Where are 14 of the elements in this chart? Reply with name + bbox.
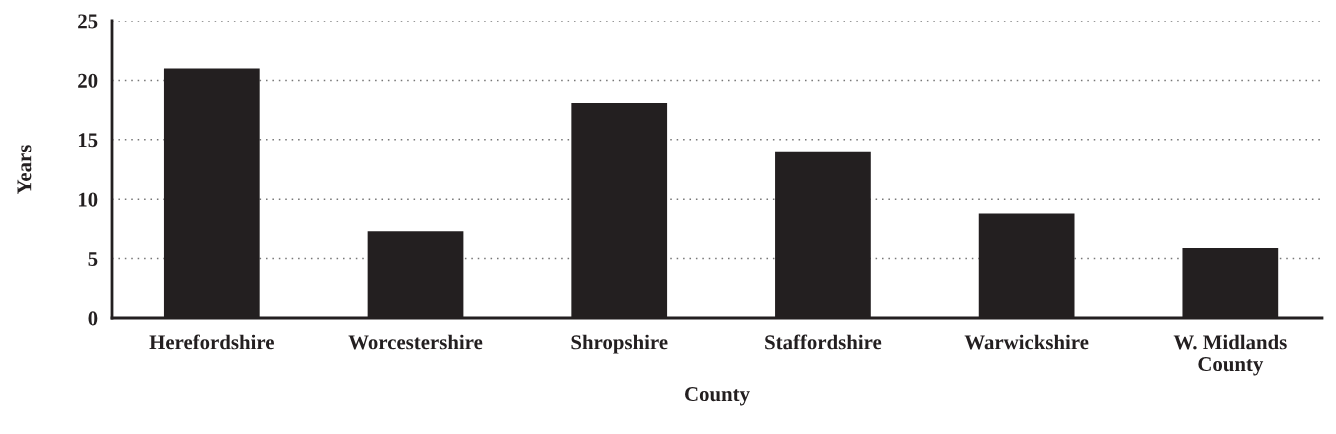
x-tick-label: Staffordshire xyxy=(765,334,882,350)
y-tick-label: 20 xyxy=(78,73,98,88)
x-tick-label: Shropshire xyxy=(571,334,668,354)
x-tick-label: Warwickshire xyxy=(964,334,1089,350)
y-tick-label: 10 xyxy=(78,192,98,207)
y-tick-label: 5 xyxy=(88,252,98,267)
x-tick-label: Worcestershire xyxy=(348,334,483,350)
y-tick-label: 0 xyxy=(88,311,98,326)
x-axis-title: County xyxy=(685,387,750,406)
x-tick-label: W. Midlands County xyxy=(1173,334,1287,376)
y-tick-label: 25 xyxy=(78,14,98,29)
y-axis-title: Years xyxy=(17,145,32,195)
x-tick-label: Herefordshire xyxy=(149,334,274,350)
y-tick-label: 15 xyxy=(78,133,98,148)
